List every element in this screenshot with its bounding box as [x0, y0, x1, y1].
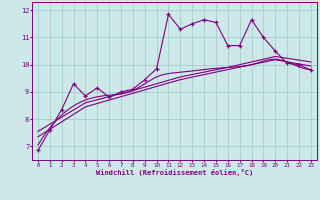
- X-axis label: Windchill (Refroidissement éolien,°C): Windchill (Refroidissement éolien,°C): [96, 169, 253, 176]
